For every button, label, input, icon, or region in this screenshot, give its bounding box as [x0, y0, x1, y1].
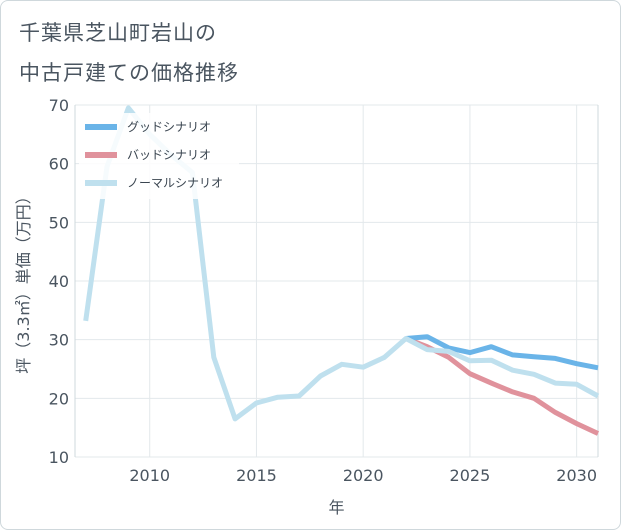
x-axis-label: 年: [328, 498, 344, 517]
y-tick-label: 30: [49, 331, 69, 350]
x-tick-label: 2020: [343, 466, 384, 485]
series-line-1: [405, 334, 599, 371]
y-tick-label: 20: [49, 389, 69, 408]
chart-title-line-1: 千葉県芝山町岩山の: [19, 21, 217, 45]
x-tick-label: 2025: [450, 466, 491, 485]
legend-label: ノーマルシナリオ: [127, 176, 223, 190]
chart-title-line-2: 中古戸建ての価格推移: [19, 61, 239, 85]
y-axis-label: 坪（3.3㎡）単価（万円）: [14, 188, 33, 373]
x-tick-label: 2015: [236, 466, 277, 485]
y-tick-label: 40: [49, 272, 69, 291]
y-tick-label: 60: [49, 155, 69, 174]
x-tick-label: 2010: [129, 466, 170, 485]
x-tick-label: 2030: [556, 466, 597, 485]
legend-label: グッドシナリオ: [127, 120, 211, 134]
y-tick-label: 10: [49, 448, 69, 467]
legend-label: バッドシナリオ: [127, 148, 211, 162]
y-tick-label: 70: [49, 96, 69, 115]
y-tick-label: 50: [49, 213, 69, 232]
